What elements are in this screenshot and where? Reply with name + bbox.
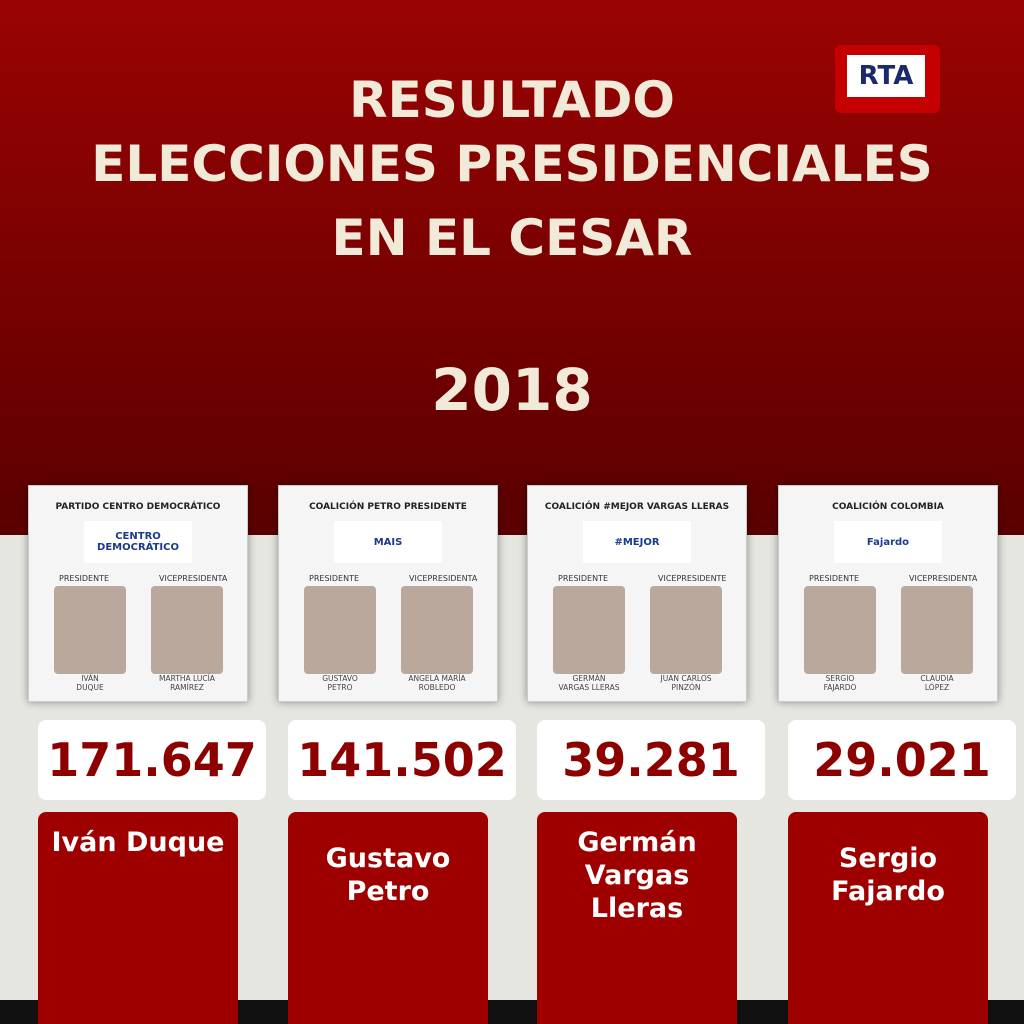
- name-line: Lleras: [590, 893, 684, 924]
- president-name: SERGIO FAJARDO: [795, 674, 885, 692]
- candidate-name: Iván Duque: [38, 812, 238, 1024]
- vp-name: MARTHA LUCÍA RAMÍREZ: [142, 674, 232, 692]
- title-line: ELECCIONES PRESIDENCIALES: [91, 135, 933, 193]
- president-label: PRESIDENTE: [558, 574, 609, 583]
- photo: [804, 586, 876, 674]
- vp-name: JUAN CARLOS PINZÓN: [641, 674, 731, 692]
- vote-count: 29.021: [788, 720, 1016, 800]
- name-line: PINZÓN: [671, 683, 701, 692]
- logo: RTA: [835, 45, 940, 113]
- ballot-card: COALICIÓN COLOMBIA Fajardo PRESIDENTE VICEP…: [778, 485, 998, 702]
- vp-name: CLAUDIA LÓPEZ: [892, 674, 982, 692]
- coalition: COALICIÓN #MEJOR VARGAS LLERAS: [544, 502, 730, 512]
- coalition: COALICIÓN COLOMBIA: [832, 502, 944, 512]
- name-line: IVÁN: [81, 674, 99, 683]
- photo: [650, 586, 722, 674]
- president-name: IVÁN DUQUE: [45, 674, 135, 692]
- name-line: Petro: [346, 876, 430, 907]
- name-line: Fajardo: [831, 876, 945, 907]
- president-label: PRESIDENTE: [809, 574, 860, 583]
- vp-label: VICEPRESIDENTE: [658, 574, 727, 583]
- photo: [304, 586, 376, 674]
- ballot-card: COALICIÓN PETRO PRESIDENTE MAIS PRESIDENTE…: [278, 485, 498, 702]
- name-line: Iván Duque: [51, 827, 225, 858]
- party-logo: MAIS: [334, 521, 442, 563]
- name-line: DUQUE: [76, 683, 104, 692]
- name-line: JUAN CARLOS: [660, 674, 712, 683]
- name-line: ANGELA MARÍA: [408, 674, 466, 683]
- photo: [54, 586, 126, 674]
- name-line: Gustavo: [325, 843, 451, 874]
- vote-count: 39.281: [537, 720, 765, 800]
- photo: [151, 586, 223, 674]
- logo-text: RTA: [847, 55, 925, 97]
- vote-count: 171.647: [38, 720, 266, 800]
- president-label: PRESIDENTE: [59, 574, 110, 583]
- party-logo: #MEJOR: [583, 521, 691, 563]
- name-line: Vargas: [584, 860, 690, 891]
- photo: [553, 586, 625, 674]
- president-name: GERMÁN VARGAS LLERAS: [544, 674, 634, 692]
- candidate-name: Germán Vargas Lleras: [537, 812, 737, 1024]
- photo: [401, 586, 473, 674]
- name-line: ROBLEDO: [418, 683, 456, 692]
- vp-label: VICEPRESIDENTA: [159, 574, 228, 583]
- vp-name: ANGELA MARÍA ROBLEDO: [392, 674, 482, 692]
- title-line: RESULTADO: [349, 71, 675, 129]
- vote-count: 141.502: [288, 720, 516, 800]
- photo: [901, 586, 973, 674]
- vp-label: VICEPRESIDENTA: [909, 574, 978, 583]
- candidate-name: Sergio Fajardo: [788, 812, 988, 1024]
- name-line: SERGIO: [825, 674, 855, 683]
- name-line: FAJARDO: [823, 683, 857, 692]
- party-logo: Fajardo: [834, 521, 942, 563]
- year: 2018: [431, 356, 593, 424]
- coalition: COALICIÓN PETRO PRESIDENTE: [309, 502, 467, 512]
- name-line: RAMÍREZ: [170, 683, 204, 692]
- name-line: Germán: [577, 827, 697, 858]
- ballot-card: COALICIÓN #MEJOR VARGAS LLERAS #MEJOR PRES…: [527, 485, 747, 702]
- name-line: LÓPEZ: [924, 683, 950, 692]
- name-line: GERMÁN: [572, 674, 606, 683]
- coalition: PARTIDO CENTRO DEMOCRÁTICO: [55, 502, 221, 512]
- president-label: PRESIDENTE: [309, 574, 360, 583]
- party-logo: CENTRO DEMOCRÁTICO: [84, 521, 192, 563]
- vp-label: VICEPRESIDENTA: [409, 574, 478, 583]
- title-line: EN EL CESAR: [331, 209, 693, 267]
- candidate-name: Gustavo Petro: [288, 812, 488, 1024]
- name-line: MARTHA LUCÍA: [159, 674, 215, 683]
- name-line: Sergio: [838, 843, 938, 874]
- name-line: VARGAS LLERAS: [558, 683, 620, 692]
- name-line: CLAUDIA: [920, 674, 954, 683]
- name-line: PETRO: [327, 683, 353, 692]
- name-line: GUSTAVO: [322, 674, 358, 683]
- ballot-card: PARTIDO CENTRO DEMOCRÁTICO CENTRO DEMOCRÁ…: [28, 485, 248, 702]
- president-name: GUSTAVO PETRO: [295, 674, 385, 692]
